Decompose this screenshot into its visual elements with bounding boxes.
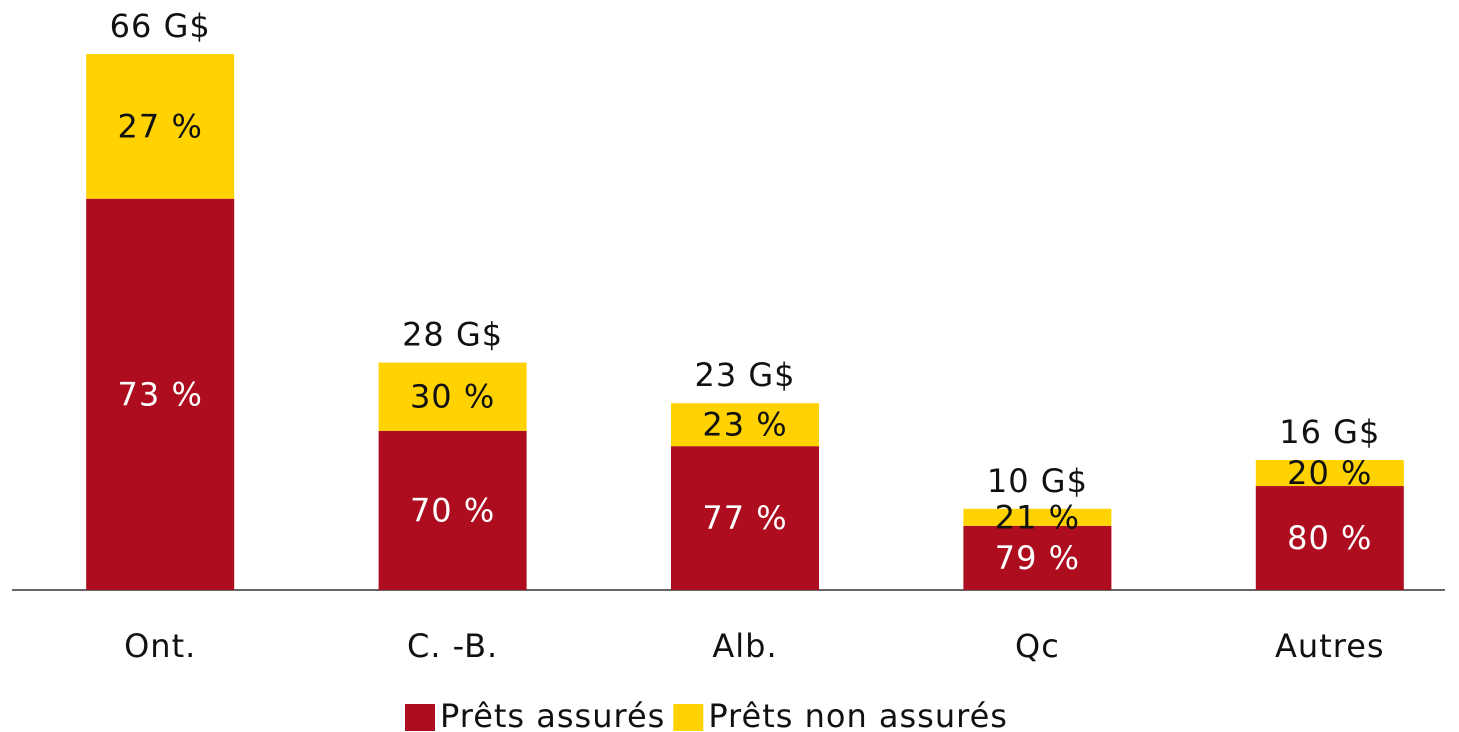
legend-swatch [673,704,704,731]
bar-segment [963,508,1112,526]
legend-swatch [405,704,435,731]
bar-segment [1255,486,1404,590]
value-label: 70 % [410,491,495,529]
value-label: 20 % [1287,454,1372,492]
x-tick-label: C. -B. [407,627,498,665]
total-label: 23 G$ [694,356,795,394]
total-label: 66 G$ [110,7,211,45]
bar-segment [378,430,527,590]
bar-segment [671,403,819,447]
bar-segment [378,362,527,431]
legend-label: Prêts assurés [440,697,665,732]
bar-segment [86,54,235,199]
value-label: 30 % [410,378,495,416]
value-label: 80 % [1287,519,1372,557]
bar-segment [1255,460,1404,487]
value-label: 21 % [995,498,1080,536]
value-label: 73 % [118,375,203,413]
x-tick-label: Autres [1275,627,1385,665]
value-label: 77 % [702,499,787,537]
x-tick-label: Qc [1015,627,1060,665]
value-label: 27 % [118,107,203,145]
x-tick-label: Ont. [124,627,196,665]
bar-segment [963,525,1112,590]
legend-label: Prêts non assurés [708,697,1008,732]
bar-segment [671,446,819,590]
bar-segment [86,198,235,590]
total-label: 16 G$ [1279,413,1380,451]
value-label: 23 % [702,406,787,444]
total-label: 28 G$ [402,316,503,354]
total-label: 10 G$ [987,462,1088,500]
value-label: 79 % [995,539,1080,577]
x-tick-label: Alb. [712,627,777,665]
